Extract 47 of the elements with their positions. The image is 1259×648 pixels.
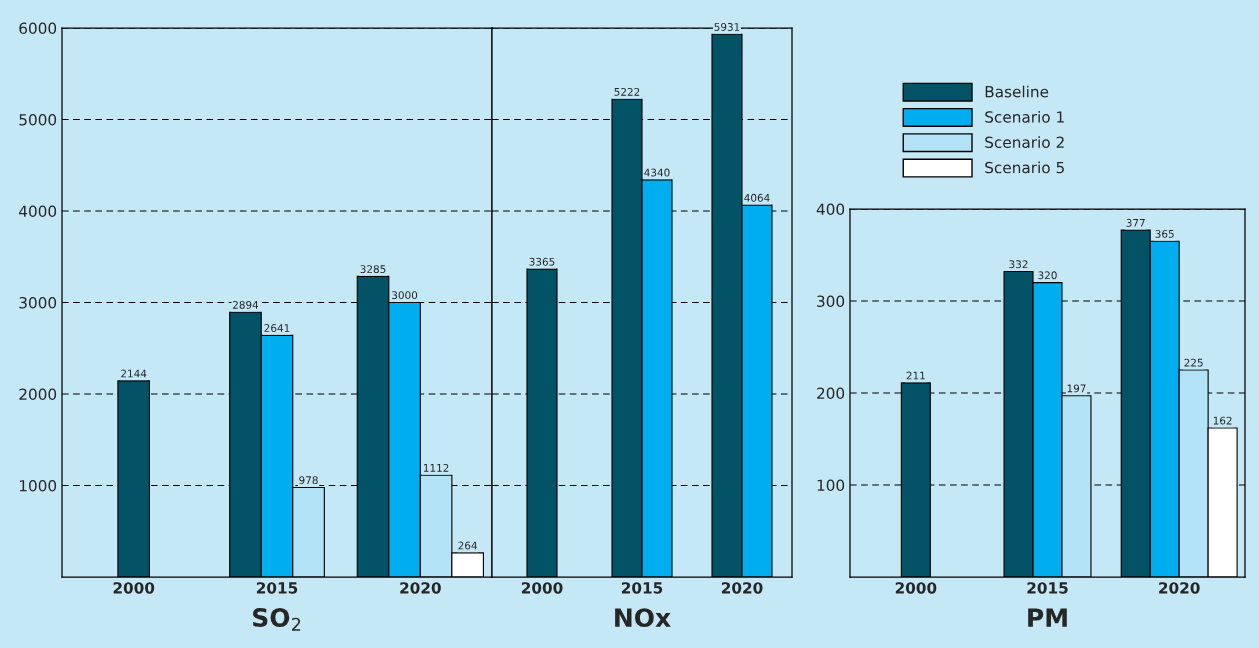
- y-tick-label: 1000: [19, 479, 57, 492]
- x-tick-label: 2020: [1159, 582, 1200, 594]
- y-tick-label: 2000: [19, 388, 57, 401]
- legend-label: Scenario 5: [985, 161, 1064, 174]
- data-label: 5931: [714, 23, 740, 31]
- y-tick-label: 5000: [19, 113, 57, 126]
- legend-label: Baseline: [985, 85, 1049, 98]
- data-label: 1112: [423, 463, 449, 472]
- x-axis-title: NOx: [615, 608, 671, 628]
- y-tick-label: 100: [817, 479, 845, 492]
- data-label: 5222: [614, 87, 640, 96]
- y-tick-label: 4000: [19, 205, 57, 218]
- data-label: 377: [1126, 218, 1145, 227]
- y-tick-label: 3000: [19, 296, 57, 309]
- data-label: 2641: [264, 324, 290, 332]
- data-label: 978: [299, 476, 318, 485]
- data-label: 4064: [744, 193, 770, 202]
- data-label: 2894: [232, 300, 259, 309]
- y-tick-label: 400: [816, 203, 845, 216]
- data-label: 3285: [360, 265, 386, 274]
- x-axis-title: SO$_{2}$: [253, 608, 301, 631]
- data-label: 365: [1155, 229, 1174, 238]
- x-tick-label: 2015: [1027, 582, 1068, 594]
- x-tick-label: 2015: [621, 582, 663, 594]
- y-tick-label: 200: [817, 387, 845, 400]
- data-label: 332: [1009, 260, 1028, 269]
- x-tick-label: 2000: [521, 582, 563, 594]
- x-tick-label: 2015: [256, 582, 298, 594]
- data-label: 211: [906, 371, 925, 380]
- x-tick-label: 2000: [895, 582, 937, 594]
- data-label: 3365: [529, 257, 555, 266]
- x-tick-label: 2020: [400, 582, 441, 594]
- legend-label: Scenario 2: [985, 136, 1064, 149]
- x-axis-title: PM: [1028, 608, 1067, 627]
- legend-label: Scenario 1: [985, 110, 1064, 123]
- y-tick-label: 300: [817, 295, 845, 308]
- data-label: 320: [1038, 271, 1057, 280]
- x-tick-label: 2020: [721, 582, 763, 594]
- data-label: 2144: [121, 369, 147, 378]
- x-tick-label: 2000: [113, 582, 155, 594]
- data-label: 3000: [392, 291, 418, 300]
- data-label: 264: [458, 541, 477, 550]
- y-tick-label: 6000: [19, 22, 57, 35]
- data-label: 162: [1213, 416, 1232, 425]
- data-label: 197: [1067, 384, 1086, 393]
- data-label: 4340: [644, 168, 670, 177]
- data-label: 225: [1184, 358, 1203, 367]
